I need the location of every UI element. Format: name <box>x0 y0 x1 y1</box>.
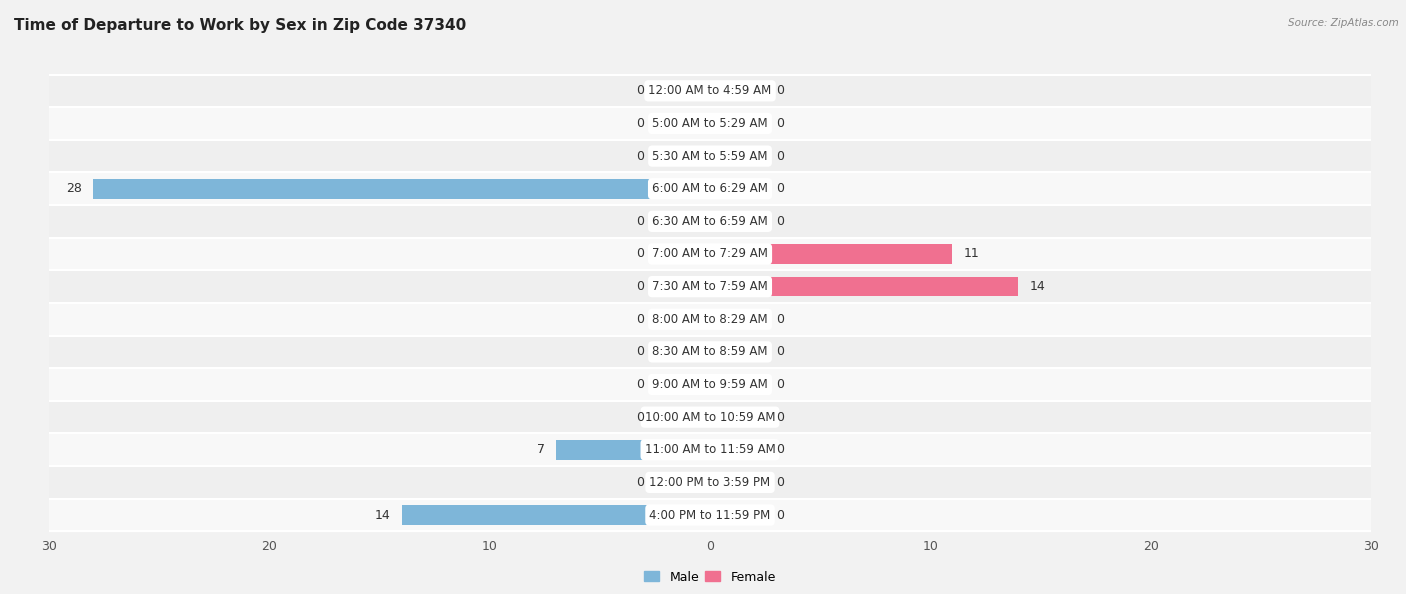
Bar <box>6 466 1406 499</box>
Text: 0: 0 <box>776 182 785 195</box>
Bar <box>710 81 765 100</box>
Text: 11:00 AM to 11:59 AM: 11:00 AM to 11:59 AM <box>645 443 775 456</box>
Text: 7:00 AM to 7:29 AM: 7:00 AM to 7:29 AM <box>652 248 768 261</box>
Bar <box>655 113 710 133</box>
Bar <box>6 401 1406 434</box>
Bar <box>6 107 1406 140</box>
Bar <box>6 303 1406 336</box>
Bar <box>402 505 710 525</box>
Text: 5:00 AM to 5:29 AM: 5:00 AM to 5:29 AM <box>652 117 768 130</box>
Text: Source: ZipAtlas.com: Source: ZipAtlas.com <box>1288 18 1399 28</box>
Text: 6:30 AM to 6:59 AM: 6:30 AM to 6:59 AM <box>652 215 768 228</box>
Bar <box>93 179 710 198</box>
Bar <box>710 113 765 133</box>
Bar <box>710 440 765 460</box>
Bar <box>710 179 765 198</box>
Text: 0: 0 <box>636 117 644 130</box>
Text: 10:00 AM to 10:59 AM: 10:00 AM to 10:59 AM <box>645 410 775 424</box>
Bar <box>710 505 765 525</box>
Text: 0: 0 <box>776 313 785 326</box>
Bar <box>710 342 765 362</box>
Text: 0: 0 <box>776 84 785 97</box>
Bar <box>655 309 710 329</box>
Bar <box>710 211 765 231</box>
Text: 0: 0 <box>636 248 644 261</box>
Bar <box>655 473 710 492</box>
Legend: Male, Female: Male, Female <box>640 565 780 589</box>
Text: 0: 0 <box>636 150 644 163</box>
Text: 0: 0 <box>636 280 644 293</box>
Text: 0: 0 <box>776 378 785 391</box>
Text: 0: 0 <box>776 345 785 358</box>
Text: 12:00 AM to 4:59 AM: 12:00 AM to 4:59 AM <box>648 84 772 97</box>
Bar <box>655 244 710 264</box>
Text: Time of Departure to Work by Sex in Zip Code 37340: Time of Departure to Work by Sex in Zip … <box>14 18 467 33</box>
Text: 28: 28 <box>66 182 82 195</box>
Bar <box>6 140 1406 172</box>
Bar <box>6 238 1406 270</box>
Bar <box>655 407 710 427</box>
Text: 7: 7 <box>537 443 546 456</box>
Bar <box>6 336 1406 368</box>
Bar <box>6 434 1406 466</box>
Bar <box>655 375 710 394</box>
Text: 0: 0 <box>776 508 785 522</box>
Bar <box>655 146 710 166</box>
Bar <box>655 211 710 231</box>
Bar <box>6 205 1406 238</box>
Bar <box>6 172 1406 205</box>
Text: 14: 14 <box>375 508 391 522</box>
Text: 9:00 AM to 9:59 AM: 9:00 AM to 9:59 AM <box>652 378 768 391</box>
Bar <box>710 407 765 427</box>
Text: 0: 0 <box>776 117 785 130</box>
Text: 8:00 AM to 8:29 AM: 8:00 AM to 8:29 AM <box>652 313 768 326</box>
Text: 12:00 PM to 3:59 PM: 12:00 PM to 3:59 PM <box>650 476 770 489</box>
Text: 0: 0 <box>636 476 644 489</box>
Text: 4:00 PM to 11:59 PM: 4:00 PM to 11:59 PM <box>650 508 770 522</box>
Bar <box>6 270 1406 303</box>
Bar <box>6 74 1406 107</box>
Bar <box>710 309 765 329</box>
Bar <box>710 277 1018 296</box>
Bar <box>710 375 765 394</box>
Text: 8:30 AM to 8:59 AM: 8:30 AM to 8:59 AM <box>652 345 768 358</box>
Text: 5:30 AM to 5:59 AM: 5:30 AM to 5:59 AM <box>652 150 768 163</box>
Bar <box>655 81 710 100</box>
Bar <box>655 277 710 296</box>
Text: 0: 0 <box>636 378 644 391</box>
Text: 0: 0 <box>776 476 785 489</box>
Text: 0: 0 <box>776 215 785 228</box>
Bar <box>710 473 765 492</box>
Bar <box>710 244 952 264</box>
Bar <box>655 342 710 362</box>
Text: 0: 0 <box>636 345 644 358</box>
Bar <box>710 146 765 166</box>
Bar <box>555 440 710 460</box>
Text: 7:30 AM to 7:59 AM: 7:30 AM to 7:59 AM <box>652 280 768 293</box>
Bar <box>6 368 1406 401</box>
Text: 0: 0 <box>776 410 785 424</box>
Text: 0: 0 <box>636 410 644 424</box>
Text: 0: 0 <box>776 150 785 163</box>
Text: 0: 0 <box>636 215 644 228</box>
Text: 0: 0 <box>636 84 644 97</box>
Text: 6:00 AM to 6:29 AM: 6:00 AM to 6:29 AM <box>652 182 768 195</box>
Text: 0: 0 <box>776 443 785 456</box>
Text: 0: 0 <box>636 313 644 326</box>
Text: 14: 14 <box>1029 280 1045 293</box>
Bar <box>6 499 1406 532</box>
Text: 11: 11 <box>963 248 979 261</box>
